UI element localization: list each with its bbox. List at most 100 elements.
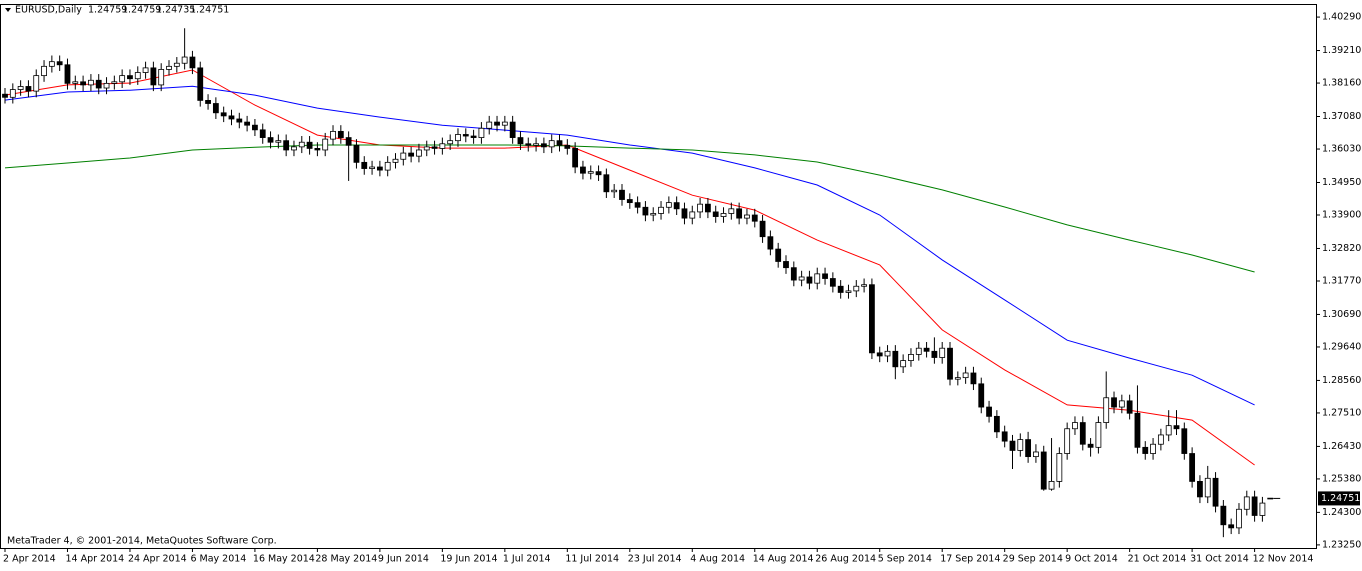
candle-body xyxy=(353,144,360,163)
candle-body xyxy=(1228,524,1235,529)
candle-body xyxy=(275,140,282,143)
candle-body xyxy=(150,67,157,86)
candle-body xyxy=(900,360,907,368)
header-ohlc: 1.24759 xyxy=(88,5,127,16)
candle-body xyxy=(634,202,641,208)
candle-body xyxy=(619,189,625,200)
candle-body xyxy=(775,248,782,262)
y-tick-label: 1.34950 xyxy=(1322,177,1361,188)
candle-body xyxy=(1220,505,1227,526)
candle-body xyxy=(56,61,63,66)
candle-body xyxy=(1243,496,1250,510)
candle-body xyxy=(259,129,266,138)
candle-body xyxy=(978,383,985,408)
x-tick-label: 19 Jun 2014 xyxy=(440,554,497,565)
y-tick-label: 1.32820 xyxy=(1322,243,1361,254)
candle-body xyxy=(642,206,649,216)
candle-body xyxy=(455,134,461,142)
x-tick-label: 17 Sep 2014 xyxy=(940,554,1000,565)
candle-body xyxy=(345,137,352,146)
price-label-bg xyxy=(1318,491,1360,506)
menu-triangle xyxy=(5,8,11,12)
candle-body xyxy=(681,208,688,219)
y-tick-label: 1.31770 xyxy=(1322,275,1361,286)
candle-body xyxy=(923,347,930,352)
candle-body xyxy=(1259,502,1266,516)
candle-body xyxy=(658,206,664,214)
candle-body xyxy=(1111,397,1117,408)
candle-body xyxy=(322,138,329,151)
candle-body xyxy=(41,65,47,77)
candle-body xyxy=(64,64,71,84)
candle-body xyxy=(376,166,383,171)
candle-body xyxy=(1197,481,1203,498)
y-tick-label: 1.33900 xyxy=(1322,210,1361,221)
candle-body xyxy=(556,140,563,146)
candle-body xyxy=(384,161,391,171)
plot-frame xyxy=(0,4,1317,549)
candle-body xyxy=(626,199,633,204)
candle-body xyxy=(1189,453,1196,482)
candle-body xyxy=(408,152,415,157)
candle-body xyxy=(533,143,539,146)
candle-body xyxy=(244,121,251,126)
y-tick-label: 1.25380 xyxy=(1322,473,1361,484)
candle-body xyxy=(1142,446,1149,454)
candle-body xyxy=(298,141,305,148)
candle-body xyxy=(1001,431,1008,442)
y-tick-label: 1.30690 xyxy=(1322,309,1361,320)
x-tick-label: 1 Jul 2014 xyxy=(503,554,551,565)
y-tick-label: 1.38160 xyxy=(1322,78,1361,89)
candle-body xyxy=(1072,422,1078,430)
candle-body xyxy=(814,273,821,284)
x-tick-label: 26 Aug 2014 xyxy=(815,554,876,565)
candle-body xyxy=(697,203,703,213)
candle-body xyxy=(798,276,805,281)
x-tick-label: 31 Oct 2014 xyxy=(1190,554,1249,565)
candle-body xyxy=(158,69,165,86)
candle-body xyxy=(80,81,86,86)
candle-body xyxy=(1056,453,1063,482)
candle-body xyxy=(33,75,40,92)
candle-body xyxy=(2,93,8,98)
candle-body xyxy=(9,89,16,98)
candle-body xyxy=(369,166,375,169)
y-tick-label: 1.27510 xyxy=(1322,407,1361,418)
candle-body xyxy=(447,140,454,145)
copyright: MetaTrader 4, © 2001-2014, MetaQuotes So… xyxy=(7,536,277,547)
candle-body xyxy=(869,284,875,354)
candle-body xyxy=(494,121,500,126)
x-tick-label: 14 Apr 2014 xyxy=(65,554,124,565)
candle-body xyxy=(861,284,867,287)
candle-body xyxy=(220,112,227,117)
candle-body xyxy=(205,100,211,104)
candle-body xyxy=(1157,434,1164,445)
candle-body xyxy=(1267,497,1274,500)
candle-body xyxy=(25,86,32,92)
x-tick-label: 16 May 2014 xyxy=(253,554,315,565)
candle-body xyxy=(1173,425,1180,430)
candle-body xyxy=(1212,477,1219,507)
candle-body xyxy=(1236,508,1242,529)
candle-body xyxy=(291,146,297,151)
candle-body xyxy=(337,130,344,138)
candle-body xyxy=(939,347,946,358)
x-tick-label: 28 May 2014 xyxy=(315,554,377,565)
candle-body xyxy=(181,56,188,64)
candle-body xyxy=(611,189,618,193)
x-tick-label: 2 Apr 2014 xyxy=(3,554,56,565)
candle-body xyxy=(361,161,368,169)
candle-body xyxy=(947,347,953,380)
x-tick-label: 24 Apr 2014 xyxy=(128,554,187,565)
y-tick-label: 1.23250 xyxy=(1322,539,1361,550)
header-ohlc: 1.24759 xyxy=(122,5,161,16)
candle-body xyxy=(1087,443,1094,448)
candle-body xyxy=(1048,481,1055,490)
candle-body xyxy=(572,148,579,168)
candle-body xyxy=(712,211,719,217)
candle-body xyxy=(1103,397,1110,423)
y-tick-label: 1.28560 xyxy=(1322,375,1361,386)
candle-body xyxy=(462,134,469,137)
header-ohlc: 1.24751 xyxy=(190,5,229,16)
